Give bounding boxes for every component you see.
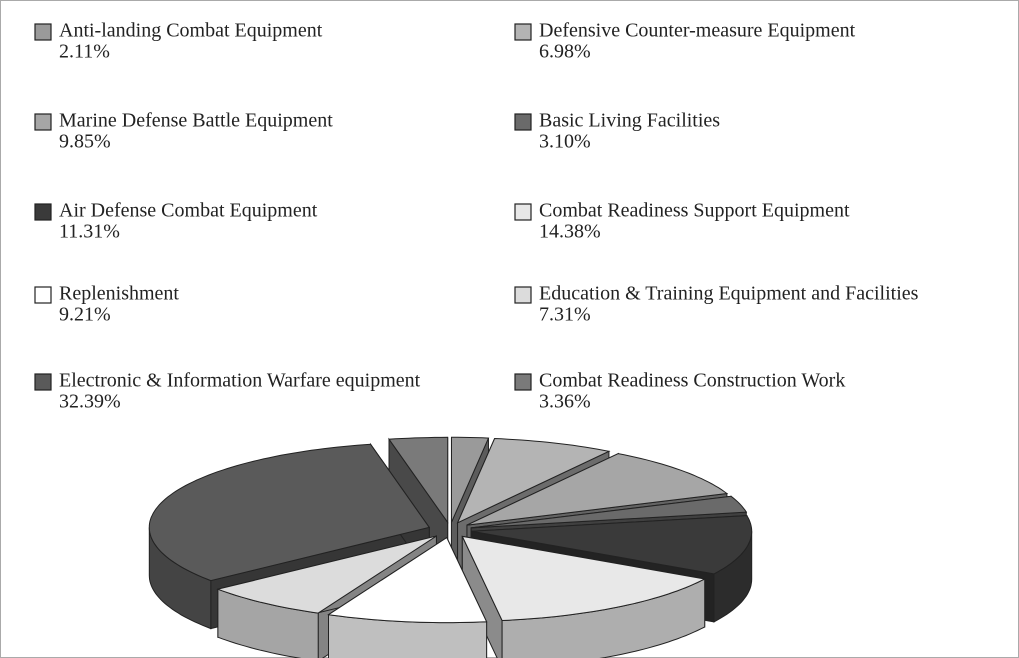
slice [471, 515, 753, 575]
slice [148, 443, 431, 582]
legend-value: 3.36% [539, 391, 591, 413]
legend-value: 2.11% [59, 41, 110, 63]
legend-label: Defensive Counter-measure Equipment [539, 20, 856, 42]
slice [461, 535, 707, 622]
legend-value: 3.10% [539, 131, 591, 153]
slice [450, 436, 490, 523]
slice [327, 536, 488, 624]
legend-value: 9.21% [59, 304, 111, 326]
slice [471, 495, 748, 529]
legend-swatch [514, 373, 532, 391]
legend-swatch [514, 286, 532, 304]
slice [466, 453, 729, 526]
legend-value: 6.98% [539, 41, 591, 63]
legend-label: Education & Training Equipment and Facil… [539, 283, 919, 305]
legend-label: Air Defense Combat Equipment [59, 200, 318, 222]
legend-swatch [514, 203, 532, 221]
legend-swatch [34, 23, 52, 41]
legend-label: Replenishment [59, 283, 179, 305]
legend-swatch [34, 203, 52, 221]
slice [456, 437, 611, 524]
legend-label: Marine Defense Battle Equipment [59, 110, 333, 132]
legend-swatch [34, 113, 52, 131]
legend-value: 7.31% [539, 304, 591, 326]
slice [216, 535, 437, 614]
legend-swatch [34, 373, 52, 391]
legend-label: Basic Living Facilities [539, 110, 720, 132]
legend-value: 32.39% [59, 391, 121, 413]
legend-label: Combat Readiness Support Equipment [539, 200, 850, 222]
legend-value: 14.38% [539, 221, 601, 243]
legend-label: Anti-landing Combat Equipment [59, 20, 323, 42]
legend-label: Combat Readiness Construction Work [539, 370, 845, 392]
legend-swatch [514, 113, 532, 131]
legend-value: 9.85% [59, 131, 111, 153]
slice [388, 436, 449, 524]
legend-label: Electronic & Information Warfare equipme… [59, 370, 421, 392]
legend-swatch [514, 23, 532, 41]
legend-value: 11.31% [59, 221, 120, 243]
legend-swatch [34, 286, 52, 304]
